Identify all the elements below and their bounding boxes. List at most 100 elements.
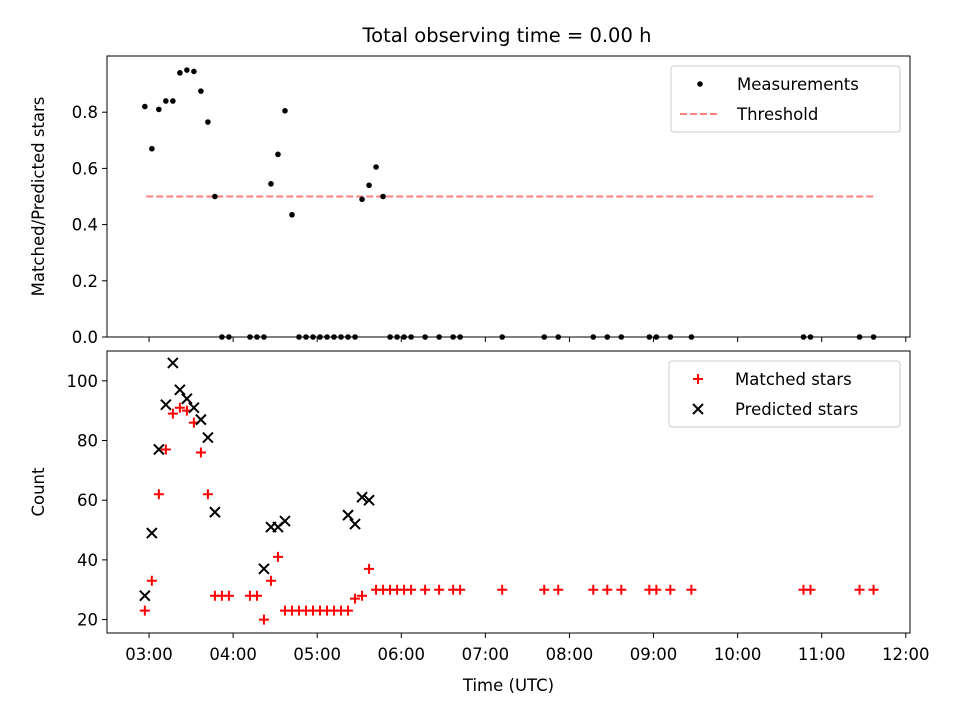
y-tick-label: 40 bbox=[77, 551, 98, 570]
matched-star-point bbox=[343, 605, 354, 616]
matched-star-point bbox=[258, 614, 269, 625]
measurement-point bbox=[170, 98, 176, 104]
legend-box bbox=[670, 65, 901, 133]
measurement-point bbox=[289, 211, 295, 218]
predicted-star-point bbox=[363, 494, 375, 506]
legend: Measurements Threshold bbox=[670, 65, 901, 133]
matched-star-point bbox=[195, 447, 206, 458]
measurement-point bbox=[191, 68, 197, 75]
matched-star-point bbox=[497, 584, 508, 595]
predicted-star-point bbox=[342, 509, 354, 521]
legend: Matched stars Predicted stars bbox=[668, 360, 901, 428]
axes-frame bbox=[106, 350, 911, 634]
x-tick-label: 04:00 bbox=[209, 645, 257, 664]
x-axis-label: Time (UTC) bbox=[462, 676, 554, 695]
x-tick-label: 05:00 bbox=[293, 645, 341, 664]
matched-star-point bbox=[174, 402, 185, 413]
matched-star-point bbox=[364, 563, 375, 574]
y-tick-label: 20 bbox=[77, 611, 98, 630]
top-panel: 0.0 0.2 0.4 0.6 0.8 Matched/Predicted stars Me… bbox=[29, 55, 911, 347]
y-tick-label: 0.4 bbox=[72, 216, 98, 235]
measurement-point bbox=[212, 193, 218, 200]
predicted-star-point bbox=[167, 357, 179, 369]
measurement-point bbox=[198, 88, 204, 94]
predicted-star-point bbox=[174, 384, 186, 396]
measurement-point bbox=[359, 196, 365, 203]
matched-star-point bbox=[160, 444, 171, 455]
x-tick-label: 12:00 bbox=[882, 645, 930, 664]
y-tick-label: 0.6 bbox=[72, 159, 98, 178]
x-tick-label: 08:00 bbox=[546, 645, 594, 664]
legend-label: Matched stars bbox=[735, 370, 852, 389]
measurement-point bbox=[184, 67, 190, 73]
matched-star-point bbox=[665, 584, 676, 595]
x-tick-label: 07:00 bbox=[462, 645, 510, 664]
legend-label: Measurements bbox=[737, 75, 859, 94]
y-axis-label: Matched/Predicted stars bbox=[29, 97, 48, 297]
matched-star-point bbox=[868, 584, 879, 595]
y-tick-label: 0.8 bbox=[72, 103, 98, 122]
predicted-star-point bbox=[209, 506, 221, 518]
measurement-point bbox=[373, 164, 379, 170]
predicted-star-point bbox=[349, 518, 361, 530]
matched-star-point bbox=[588, 584, 599, 595]
x-tick-label: 09:00 bbox=[630, 645, 678, 664]
legend-label: Threshold bbox=[736, 105, 818, 124]
predicted-star-point bbox=[139, 589, 151, 602]
matched-star-point bbox=[539, 584, 550, 595]
matched-star-point bbox=[153, 489, 164, 500]
matched-star-point bbox=[686, 584, 697, 595]
measurement-point bbox=[268, 181, 274, 187]
matched-star-point bbox=[202, 489, 213, 500]
measurement-point bbox=[282, 107, 288, 114]
matched-star-point bbox=[251, 590, 262, 601]
measurement-point bbox=[275, 151, 281, 158]
predicted-star-point bbox=[279, 515, 291, 527]
matched-star-point bbox=[146, 575, 157, 586]
x-tick-label: 11:00 bbox=[798, 645, 846, 664]
measurement-point bbox=[142, 103, 148, 110]
measurement-point bbox=[149, 145, 155, 152]
y-tick-label: 0.0 bbox=[72, 328, 98, 347]
measurement-point bbox=[380, 193, 386, 200]
predicted-star-point bbox=[258, 563, 270, 575]
predicted-star-point bbox=[153, 443, 165, 456]
predicted-star-point bbox=[188, 401, 200, 414]
measurement-point bbox=[205, 119, 211, 125]
matched-star-point bbox=[553, 584, 564, 595]
matched-star-point bbox=[350, 593, 361, 604]
y-tick-label: 80 bbox=[77, 432, 98, 451]
y-tick-label: 100 bbox=[67, 372, 99, 391]
matched-star-point bbox=[434, 584, 445, 595]
predicted-star-point bbox=[356, 491, 368, 503]
matched-star-point bbox=[406, 584, 417, 595]
matched-star-point bbox=[805, 584, 816, 595]
matched-star-point bbox=[223, 590, 234, 601]
matched-star-point bbox=[420, 584, 431, 595]
predicted-star-point bbox=[146, 527, 158, 539]
predicted-star-point bbox=[195, 413, 207, 426]
y-axis-label: Count bbox=[29, 467, 48, 517]
matched-star-point bbox=[616, 584, 627, 595]
matched-star-point bbox=[139, 605, 150, 616]
matched-star-point bbox=[272, 551, 283, 562]
legend-matched-marker bbox=[693, 374, 703, 384]
matched-star-point bbox=[167, 408, 178, 419]
measurement-point bbox=[163, 98, 169, 104]
legend-label: Predicted stars bbox=[735, 400, 858, 419]
matched-star-point bbox=[602, 584, 613, 595]
predicted-star-point bbox=[181, 393, 193, 405]
measurement-point bbox=[366, 182, 372, 189]
legend-box bbox=[668, 360, 901, 428]
legend-measurement-marker bbox=[697, 81, 703, 87]
legend-predicted-marker bbox=[692, 403, 704, 415]
figure-title: Total observing time = 0.00 h bbox=[362, 24, 652, 47]
matched-star-point bbox=[455, 584, 466, 595]
y-tick-label: 0.2 bbox=[72, 272, 98, 291]
measurement-point bbox=[156, 106, 162, 113]
y-tick-label: 60 bbox=[77, 491, 98, 510]
x-tick-label: 06:00 bbox=[378, 645, 426, 664]
x-tick-label: 10:00 bbox=[714, 645, 762, 664]
x-tick-label: 03:00 bbox=[125, 645, 173, 664]
